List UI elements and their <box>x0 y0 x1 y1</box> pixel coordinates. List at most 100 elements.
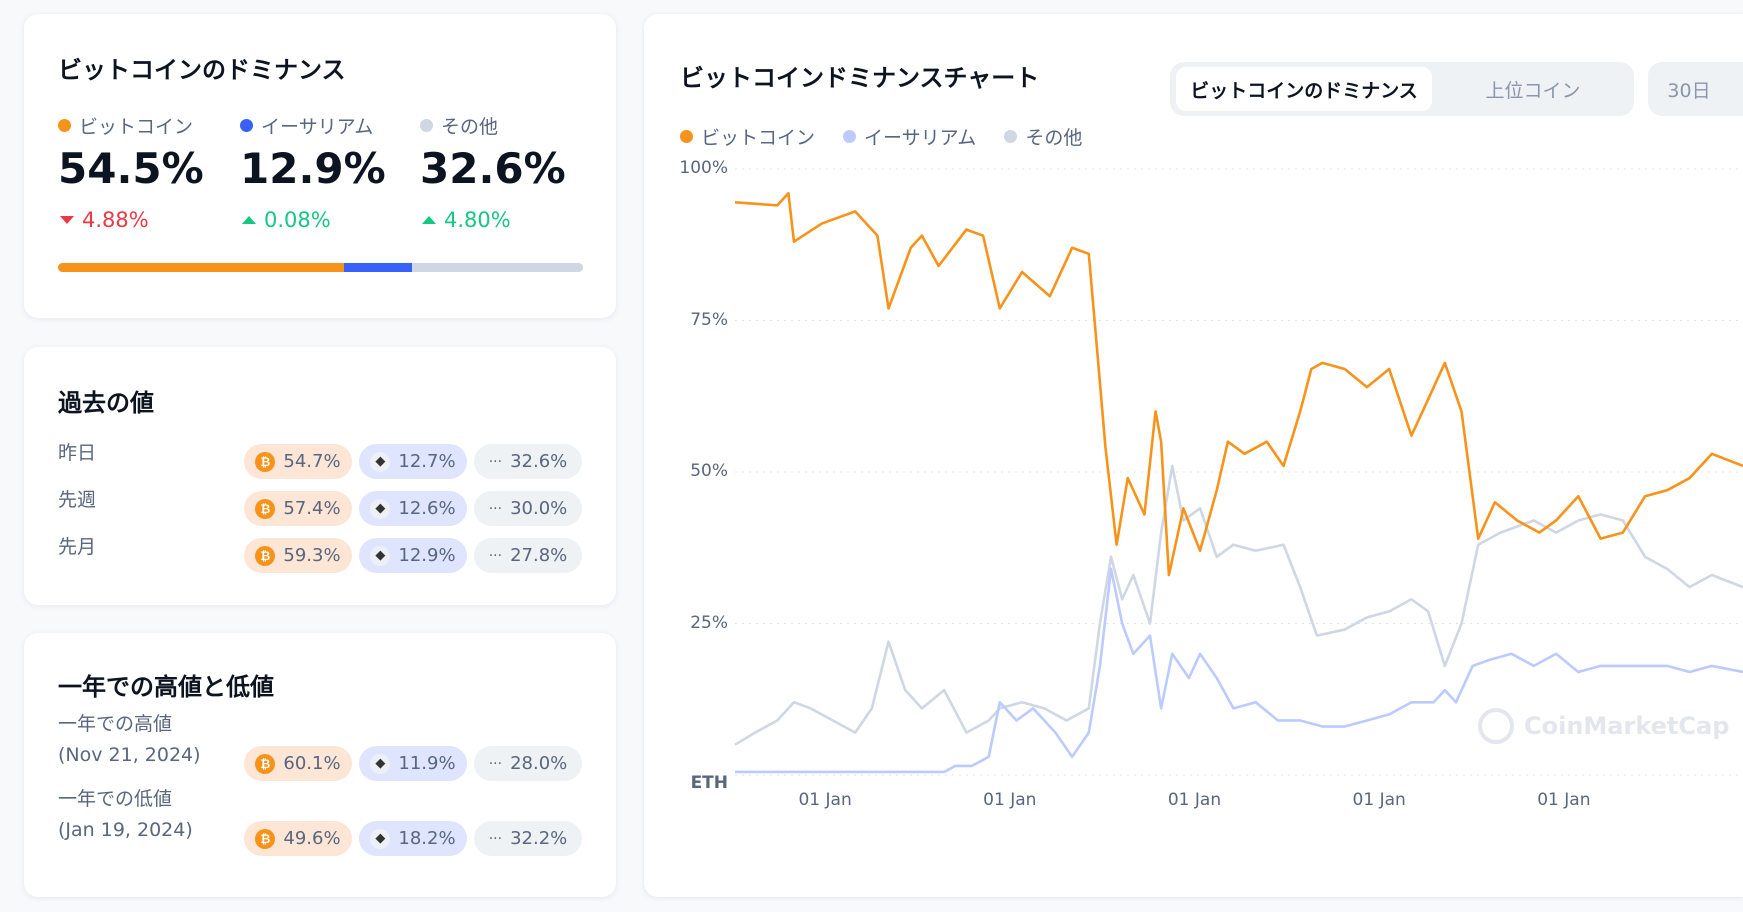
yearly-title: 一年での高値と低値 <box>58 673 274 701</box>
dominance-card: ビットコインのドミナンス ビットコイン 54.5% 4.88% イーサリアム 12.9%… <box>24 14 616 318</box>
pill-value: 11.9% <box>398 753 456 774</box>
chart-legend-item[interactable]: その他 <box>1004 123 1082 150</box>
legend-other: その他 <box>420 112 498 139</box>
yearly-btc-pill: ₿ 49.6% <box>244 821 352 856</box>
dominance-value-eth: 12.9% <box>240 144 386 193</box>
legend-label: イーサリアム <box>864 127 977 149</box>
pill-value: 12.9% <box>398 545 456 566</box>
chart-legend-item[interactable]: イーサリアム <box>843 123 976 150</box>
legend-dot-icon <box>420 119 433 132</box>
legend-btc: ビットコイン <box>58 112 193 139</box>
y-tick-label: 50% <box>690 461 728 481</box>
yearly-btc-pill: ₿ 60.1% <box>244 746 352 781</box>
legend-dot-icon <box>680 130 693 143</box>
legend-label: イーサリアム <box>261 116 374 138</box>
range-30d-button[interactable]: 30日 <box>1667 79 1711 102</box>
pill-value: 30.0% <box>510 498 568 519</box>
x-tick-label: 01 Jan <box>798 790 852 810</box>
watermark: CoinMarketCap <box>1478 708 1729 744</box>
legend-dot-icon <box>58 119 71 132</box>
history-other-pill: ··· 30.0% <box>474 491 582 526</box>
dominance-change-btc: 4.88% <box>60 208 149 232</box>
ethereum-icon: ◆ <box>370 498 391 519</box>
change-value: 4.80% <box>444 208 511 232</box>
series-line-btc <box>734 191 1743 577</box>
pill-value: 27.8% <box>510 545 568 566</box>
legend-dot-icon <box>1004 130 1018 143</box>
yearly-row-date: (Jan 19, 2024) <box>58 819 193 841</box>
pill-value: 59.3% <box>283 545 341 566</box>
legend-label: ビットコイン <box>79 116 194 138</box>
coinmarketcap-logo-icon <box>1478 708 1514 744</box>
history-eth-pill: ◆ 12.7% <box>359 444 467 479</box>
yearly-row-label: 一年での高値 <box>58 713 173 735</box>
x-tick-label: 01 Jan <box>1167 790 1222 810</box>
change-value: 4.88% <box>82 208 149 232</box>
chart-legend-item[interactable]: ビットコイン <box>680 123 815 150</box>
change-value: 0.08% <box>264 208 331 232</box>
bar-other <box>411 263 583 272</box>
history-btc-pill: ₿ 59.3% <box>244 538 352 573</box>
pill-value: 32.6% <box>510 451 568 472</box>
tab-top-coins[interactable]: 上位コイン <box>1485 79 1581 102</box>
yearly-row-label: 一年での低値 <box>58 788 173 810</box>
pill-value: 32.2% <box>510 828 568 849</box>
dominance-change-eth: 0.08% <box>242 208 331 232</box>
dominance-value-other: 32.6% <box>420 144 566 193</box>
pill-value: 54.7% <box>283 451 341 472</box>
more-dots-icon: ··· <box>488 830 503 847</box>
bitcoin-icon: ₿ <box>255 498 276 519</box>
x-tick-label: 01 Jan <box>1352 790 1406 810</box>
history-row-label: 昨日 <box>58 442 97 464</box>
ethereum-icon: ◆ <box>370 828 391 849</box>
bitcoin-icon: ₿ <box>255 451 276 472</box>
history-btc-pill: ₿ 57.4% <box>244 491 352 526</box>
history-title: 過去の値 <box>58 389 154 417</box>
yearly-eth-pill: ◆ 18.2% <box>359 821 467 856</box>
chart-legend: ビットコイン イーサリアム その他 <box>680 123 1082 150</box>
bar-btc <box>58 263 345 272</box>
more-dots-icon: ··· <box>488 453 503 470</box>
chart-type-toggle: ビットコインのドミナンス 上位コイン <box>1170 62 1634 116</box>
bitcoin-icon: ₿ <box>255 753 276 774</box>
bar-eth <box>344 263 412 272</box>
history-row-label: 先月 <box>58 536 97 558</box>
x-tick-label: 01 Jan <box>1537 790 1591 810</box>
yearly-row-date: (Nov 21, 2024) <box>58 744 201 766</box>
yearly-eth-pill: ◆ 11.9% <box>359 746 467 781</box>
ethereum-icon: ◆ <box>370 545 391 566</box>
more-dots-icon: ··· <box>488 755 503 772</box>
pill-value: 60.1% <box>283 753 341 774</box>
yearly-other-pill: ··· 28.0% <box>474 746 582 781</box>
more-dots-icon: ··· <box>488 500 503 517</box>
pill-value: 18.2% <box>398 828 456 849</box>
dominance-bar <box>58 263 583 272</box>
history-eth-pill: ◆ 12.9% <box>359 538 467 573</box>
legend-label: その他 <box>441 116 499 138</box>
chart-card: ビットコインドミナンスチャート ビットコインのドミナンス 上位コイン 30日 ビ… <box>644 14 1743 897</box>
history-card: 過去の値 昨日 ₿ 54.7% ◆ 12.7% ··· 32.6% 先週 ₿ 57.4% ◆ 12.6… <box>24 347 616 605</box>
dominance-value-btc: 54.5% <box>58 144 204 193</box>
yearly-other-pill: ··· 32.2% <box>474 821 582 856</box>
dominance-title: ビットコインのドミナンス <box>58 56 346 84</box>
chart-title: ビットコインドミナンスチャート <box>680 64 1040 92</box>
ethereum-icon: ◆ <box>370 753 391 774</box>
pill-value: 28.0% <box>510 753 568 774</box>
series-line-eth <box>735 567 1743 774</box>
legend-dot-icon <box>240 119 253 132</box>
range-select: 30日 <box>1648 62 1743 116</box>
y-tick-label: 75% <box>690 309 728 330</box>
tab-btc-dominance[interactable]: ビットコインのドミナンス <box>1176 67 1432 111</box>
history-row-label: 先週 <box>58 489 97 511</box>
pill-value: 57.4% <box>283 498 341 519</box>
pill-value: 12.6% <box>398 498 456 519</box>
yearly-card: 一年での高値と低値 一年での高値 (Nov 21, 2024) ₿ 60.1% ◆ 11.… <box>24 633 616 897</box>
history-eth-pill: ◆ 12.6% <box>359 491 467 526</box>
pill-value: 12.7% <box>398 451 456 472</box>
watermark-text: CoinMarketCap <box>1524 712 1730 740</box>
arrow-up-icon <box>242 216 256 224</box>
bitcoin-icon: ₿ <box>255 828 276 849</box>
y-tick-label: 100% <box>679 158 728 178</box>
pill-value: 49.6% <box>283 828 341 849</box>
